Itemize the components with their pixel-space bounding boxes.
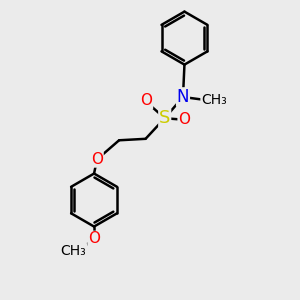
Text: CH₃: CH₃ [61, 244, 86, 258]
Text: S: S [159, 109, 170, 127]
Text: O: O [140, 93, 152, 108]
Text: O: O [91, 152, 103, 167]
Text: O: O [178, 112, 190, 127]
Text: CH₃: CH₃ [201, 93, 227, 107]
Text: N: N [177, 88, 189, 106]
Text: O: O [88, 231, 100, 246]
